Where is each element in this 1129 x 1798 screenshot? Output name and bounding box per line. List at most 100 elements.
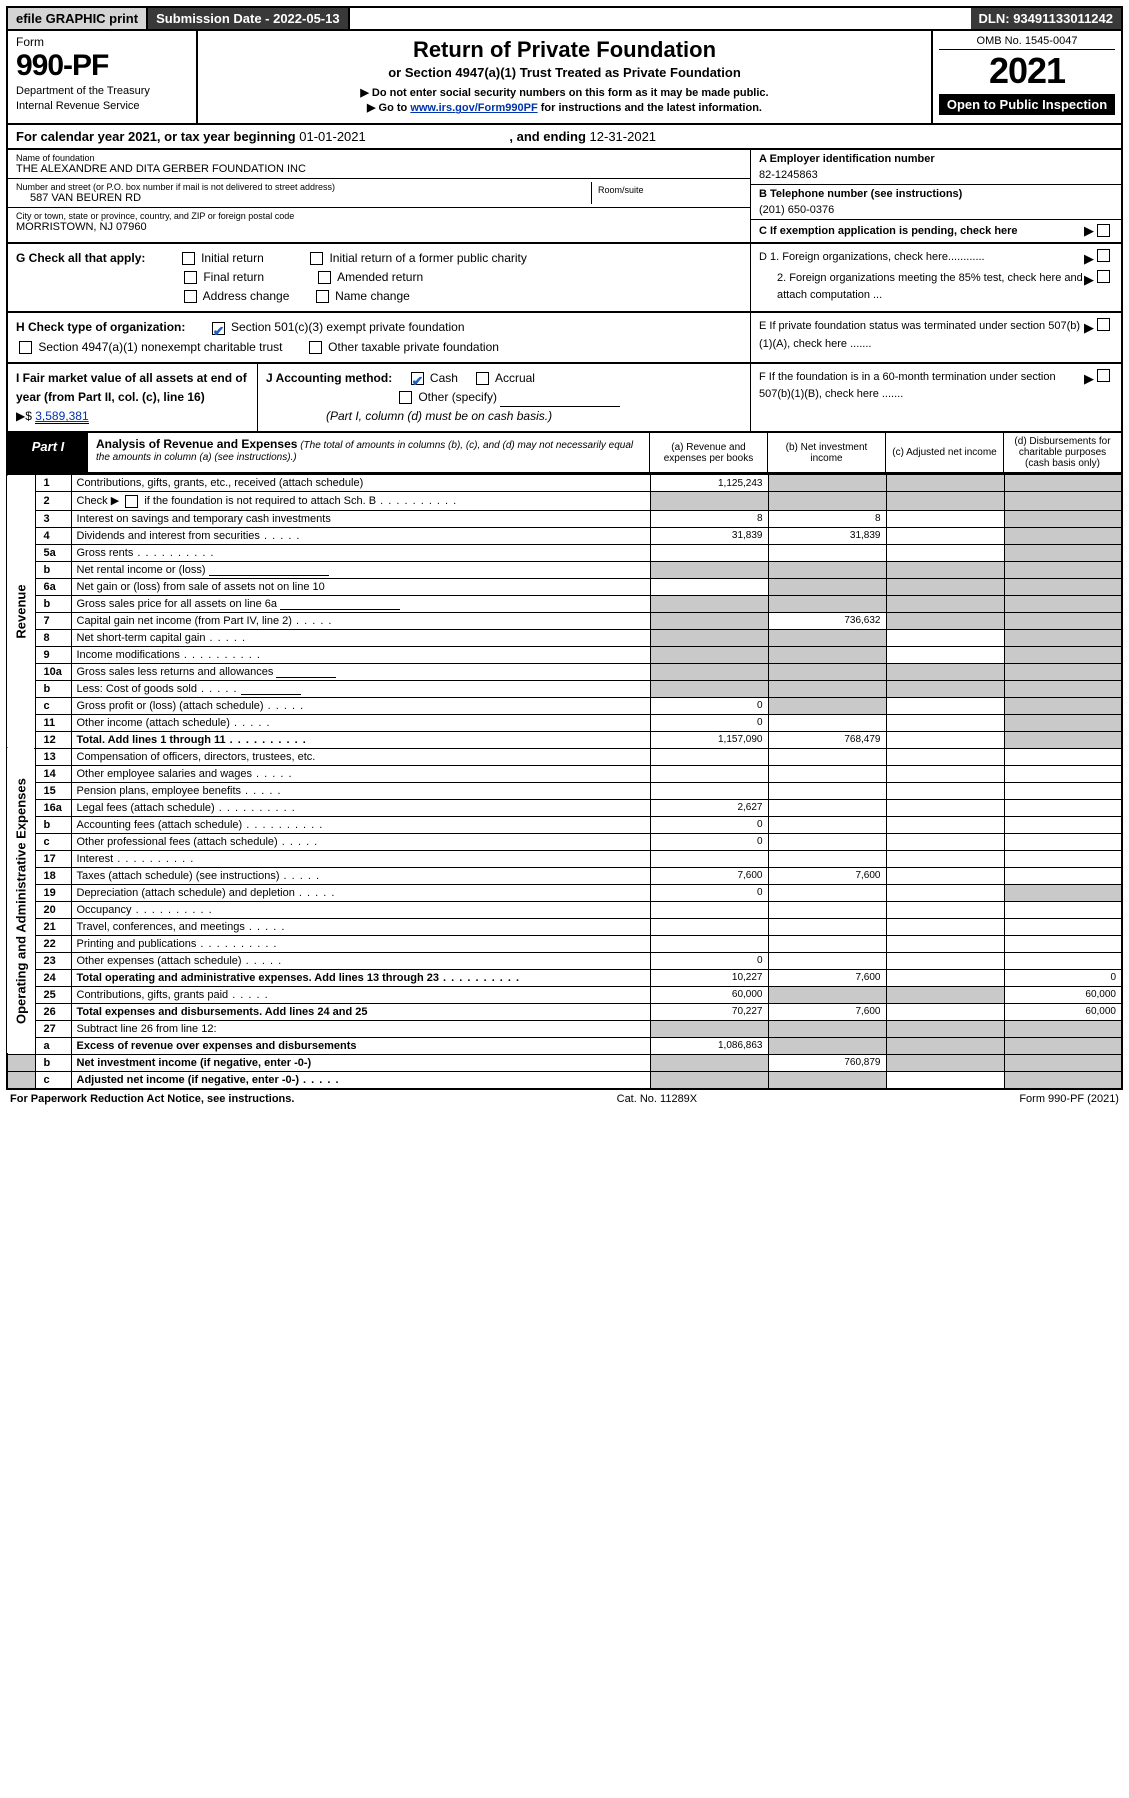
opt-address-change: Address change bbox=[203, 289, 290, 303]
line-desc: Contributions, gifts, grants, etc., rece… bbox=[71, 475, 650, 492]
line-no: 23 bbox=[35, 952, 71, 969]
chk-amended[interactable] bbox=[318, 271, 331, 284]
line-no: 27 bbox=[35, 1020, 71, 1037]
chk-other-method[interactable] bbox=[399, 391, 412, 404]
amt-d: 0 bbox=[1004, 969, 1122, 986]
line-no: c bbox=[35, 833, 71, 850]
table-row: 20 Occupancy bbox=[7, 901, 1122, 918]
chk-name-change[interactable] bbox=[316, 290, 329, 303]
opt-4947a1: Section 4947(a)(1) nonexempt charitable … bbox=[38, 340, 282, 354]
chk-accrual[interactable] bbox=[476, 372, 489, 385]
line-no: 22 bbox=[35, 935, 71, 952]
table-row: 8 Net short-term capital gain bbox=[7, 629, 1122, 646]
chk-507b1b[interactable] bbox=[1097, 369, 1110, 382]
table-row: 26 Total expenses and disbursements. Add… bbox=[7, 1003, 1122, 1020]
amt-d: 60,000 bbox=[1004, 1003, 1122, 1020]
amt-c bbox=[886, 475, 1004, 492]
table-row: c Other professional fees (attach schedu… bbox=[7, 833, 1122, 850]
table-row: b Accounting fees (attach schedule) 0 bbox=[7, 816, 1122, 833]
amt-b: 8 bbox=[768, 510, 886, 527]
table-row: 9 Income modifications bbox=[7, 646, 1122, 663]
d1-label: D 1. Foreign organizations, check here..… bbox=[759, 249, 1084, 270]
chk-cash[interactable] bbox=[411, 372, 424, 385]
line-no: 14 bbox=[35, 765, 71, 782]
chk-4947a1[interactable] bbox=[19, 341, 32, 354]
room-label: Room/suite bbox=[592, 182, 742, 198]
line-desc: Occupancy bbox=[71, 901, 650, 918]
irs-link[interactable]: www.irs.gov/Form990PF bbox=[410, 102, 537, 114]
form-notes: ▶ Do not enter social security numbers o… bbox=[208, 86, 921, 117]
table-row: 17 Interest bbox=[7, 850, 1122, 867]
efile-print-button[interactable]: efile GRAPHIC print bbox=[8, 8, 148, 29]
line-desc: Net rental income or (loss) bbox=[71, 561, 650, 578]
chk-address-change[interactable] bbox=[184, 290, 197, 303]
line-desc: Interest bbox=[71, 850, 650, 867]
amt-b: 7,600 bbox=[768, 1003, 886, 1020]
arrow-icon: ▶ bbox=[1084, 223, 1094, 239]
phone-label: B Telephone number (see instructions) bbox=[759, 188, 1113, 200]
chk-sch-b[interactable] bbox=[125, 495, 138, 508]
table-row: c Gross profit or (loss) (attach schedul… bbox=[7, 697, 1122, 714]
chk-foreign-org[interactable] bbox=[1097, 249, 1110, 262]
calyear-begin: 01-01-2021 bbox=[299, 129, 366, 144]
col-b-header: (b) Net investment income bbox=[767, 433, 885, 472]
line-no: 19 bbox=[35, 884, 71, 901]
line-desc: Total operating and administrative expen… bbox=[71, 969, 650, 986]
fmv-value[interactable]: 3,589,381 bbox=[35, 409, 88, 424]
chk-final-return[interactable] bbox=[184, 271, 197, 284]
table-row: 18 Taxes (attach schedule) (see instruct… bbox=[7, 867, 1122, 884]
line-desc: Dividends and interest from securities bbox=[71, 527, 650, 544]
amt-a: 1,086,863 bbox=[650, 1037, 768, 1054]
line-no: 8 bbox=[35, 629, 71, 646]
chk-initial-return[interactable] bbox=[182, 252, 195, 265]
chk-501c3[interactable] bbox=[212, 322, 225, 335]
amt-a: 1,157,090 bbox=[650, 731, 768, 748]
line-no: 20 bbox=[35, 901, 71, 918]
j-label: J Accounting method: bbox=[266, 371, 392, 385]
arrow-icon: ▶ bbox=[1084, 318, 1094, 353]
line-desc: Other professional fees (attach schedule… bbox=[71, 833, 650, 850]
amt-a: 60,000 bbox=[650, 986, 768, 1003]
line-desc: Capital gain net income (from Part IV, l… bbox=[71, 612, 650, 629]
line-no: 12 bbox=[35, 731, 71, 748]
amt-a: 8 bbox=[650, 510, 768, 527]
amt-a: 0 bbox=[650, 884, 768, 901]
line-desc: Contributions, gifts, grants paid bbox=[71, 986, 650, 1003]
chk-507b1a[interactable] bbox=[1097, 318, 1110, 331]
line-desc: Less: Cost of goods sold bbox=[71, 680, 650, 697]
line-no: 26 bbox=[35, 1003, 71, 1020]
line-desc: Pension plans, employee benefits bbox=[71, 782, 650, 799]
name-label: Name of foundation bbox=[16, 153, 742, 163]
table-row: 7 Capital gain net income (from Part IV,… bbox=[7, 612, 1122, 629]
table-row: 16a Legal fees (attach schedule) 2,627 bbox=[7, 799, 1122, 816]
line-no: 5a bbox=[35, 544, 71, 561]
line-no: b bbox=[35, 816, 71, 833]
exemption-pending-checkbox[interactable] bbox=[1097, 224, 1110, 237]
line-desc: Excess of revenue over expenses and disb… bbox=[71, 1037, 650, 1054]
form-title: Return of Private Foundation bbox=[208, 37, 921, 63]
amt-a: 2,627 bbox=[650, 799, 768, 816]
cat-no: Cat. No. 11289X bbox=[617, 1093, 698, 1105]
entity-right: A Employer identification number 82-1245… bbox=[751, 150, 1121, 242]
chk-other-taxable[interactable] bbox=[309, 341, 322, 354]
l2-pre: Check ▶ bbox=[77, 495, 120, 507]
chk-initial-former[interactable] bbox=[310, 252, 323, 265]
calyear-mid: , and ending bbox=[509, 129, 589, 144]
line-desc: Taxes (attach schedule) (see instruction… bbox=[71, 867, 650, 884]
line-desc: Travel, conferences, and meetings bbox=[71, 918, 650, 935]
header-mid: Return of Private Foundation or Section … bbox=[198, 31, 931, 123]
foundation-name: THE ALEXANDRE AND DITA GERBER FOUNDATION… bbox=[16, 163, 742, 175]
line-desc: Adjusted net income (if negative, enter … bbox=[71, 1071, 650, 1089]
line-no: c bbox=[35, 697, 71, 714]
line-no: b bbox=[35, 561, 71, 578]
line-desc: Printing and publications bbox=[71, 935, 650, 952]
city-label: City or town, state or province, country… bbox=[16, 211, 742, 221]
table-row: 23 Other expenses (attach schedule) 0 bbox=[7, 952, 1122, 969]
note2-pre: ▶ Go to bbox=[367, 102, 410, 114]
chk-85pct[interactable] bbox=[1097, 270, 1110, 283]
opt-initial-former: Initial return of a former public charit… bbox=[329, 251, 526, 265]
amt-a: 0 bbox=[650, 952, 768, 969]
i-arrow: ▶$ bbox=[16, 409, 32, 423]
amt-b: 7,600 bbox=[768, 969, 886, 986]
note2-post: for instructions and the latest informat… bbox=[538, 102, 762, 114]
